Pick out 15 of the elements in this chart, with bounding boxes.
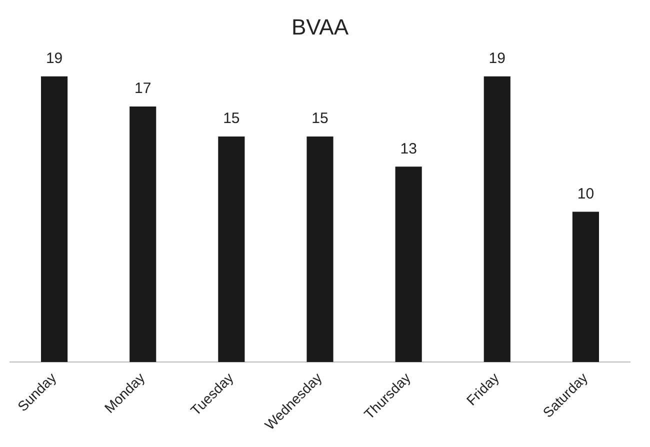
data-label: 13: [400, 140, 417, 158]
data-label: 17: [134, 80, 152, 98]
bar: [395, 166, 422, 362]
bar: [218, 136, 245, 362]
bar: [41, 76, 68, 362]
chart-title: BVAA: [291, 14, 349, 40]
data-label: 10: [577, 185, 594, 202]
data-label: 15: [223, 110, 240, 128]
data-label: 19: [488, 50, 506, 68]
bar: [306, 136, 334, 362]
data-label: 15: [312, 110, 328, 128]
data-label: 19: [46, 50, 63, 68]
bar: [484, 76, 510, 362]
bar: [130, 106, 156, 362]
bar: [572, 212, 599, 362]
